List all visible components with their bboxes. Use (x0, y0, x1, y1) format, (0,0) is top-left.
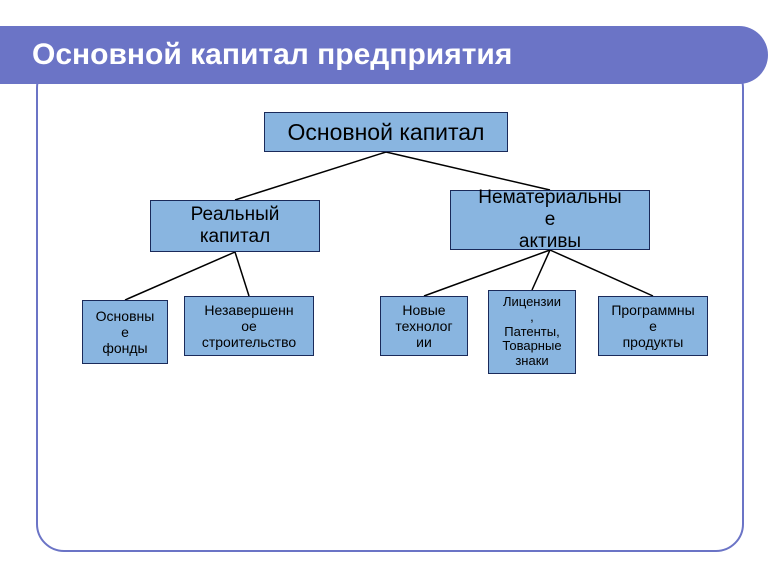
stage: Основной капитал предприятия Основной ка… (0, 0, 768, 576)
node-construction: Незавершенн ое строительство (184, 296, 314, 356)
node-technologies: Новые технолог ии (380, 296, 468, 356)
node-root: Основной капитал (264, 112, 508, 152)
node-software: Программны е продукты (598, 296, 708, 356)
slide-title: Основной капитал предприятия (0, 26, 768, 84)
node-intangible: Нематериальны е активы (450, 190, 650, 250)
node-fixed-assets: Основны е фонды (82, 300, 168, 364)
node-real-capital: Реальный капитал (150, 200, 320, 252)
node-licenses: Лицензии , Патенты, Товарные знаки (488, 290, 576, 374)
